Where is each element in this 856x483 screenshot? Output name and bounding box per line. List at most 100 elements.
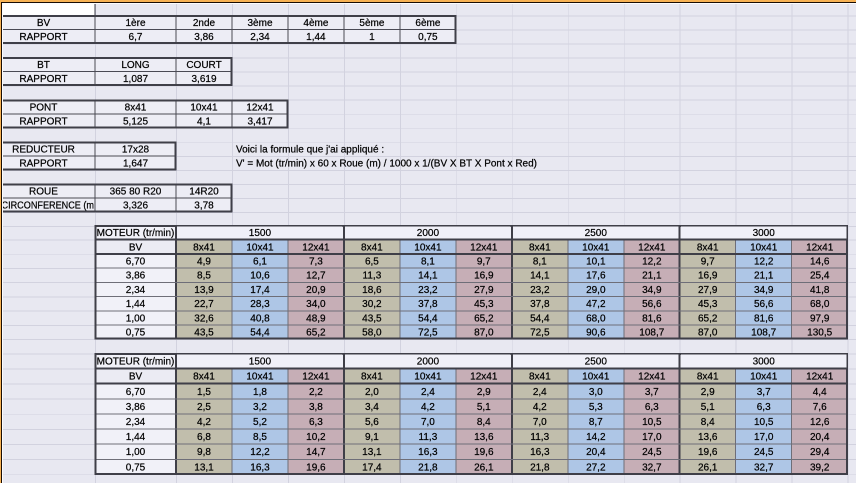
svg-text:32,7: 32,7 bbox=[754, 462, 774, 473]
svg-text:11,3: 11,3 bbox=[530, 432, 549, 443]
svg-text:17,6: 17,6 bbox=[586, 271, 606, 282]
svg-text:29,4: 29,4 bbox=[810, 447, 830, 458]
svg-text:1,44: 1,44 bbox=[306, 32, 326, 43]
svg-text:8x41: 8x41 bbox=[361, 372, 383, 383]
svg-text:1,8: 1,8 bbox=[253, 387, 267, 398]
svg-text:27,2: 27,2 bbox=[586, 462, 606, 473]
svg-text:22,7: 22,7 bbox=[194, 299, 214, 310]
svg-text:8,1: 8,1 bbox=[421, 257, 435, 268]
svg-text:5,1: 5,1 bbox=[477, 402, 491, 413]
svg-text:3000: 3000 bbox=[753, 357, 776, 368]
svg-text:2,4: 2,4 bbox=[421, 387, 435, 398]
svg-text:8x41: 8x41 bbox=[529, 372, 551, 383]
svg-text:2,34: 2,34 bbox=[126, 417, 146, 428]
svg-text:12,2: 12,2 bbox=[754, 257, 774, 268]
svg-text:65,2: 65,2 bbox=[698, 313, 718, 324]
svg-text:6,70: 6,70 bbox=[126, 387, 146, 398]
svg-text:CIRCONFERENCE (m: CIRCONFERENCE (m bbox=[2, 201, 95, 212]
svg-text:23,2: 23,2 bbox=[530, 285, 550, 296]
svg-text:6,70: 6,70 bbox=[126, 257, 146, 268]
svg-text:1,087: 1,087 bbox=[123, 74, 148, 85]
svg-text:16,3: 16,3 bbox=[418, 447, 438, 458]
svg-text:8x41: 8x41 bbox=[529, 242, 551, 253]
svg-text:3,326: 3,326 bbox=[123, 201, 148, 212]
svg-text:9,8: 9,8 bbox=[197, 447, 211, 458]
svg-text:3,2: 3,2 bbox=[253, 402, 267, 413]
svg-text:45,3: 45,3 bbox=[698, 299, 718, 310]
svg-text:8,7: 8,7 bbox=[589, 417, 603, 428]
svg-text:COURT: COURT bbox=[186, 60, 221, 71]
svg-text:3,8: 3,8 bbox=[309, 402, 323, 413]
svg-text:28,3: 28,3 bbox=[250, 299, 270, 310]
svg-text:12x41: 12x41 bbox=[302, 372, 330, 383]
svg-text:10x41: 10x41 bbox=[246, 372, 274, 383]
svg-text:12,2: 12,2 bbox=[250, 447, 270, 458]
svg-text:2,9: 2,9 bbox=[701, 387, 715, 398]
svg-text:5,6: 5,6 bbox=[365, 417, 379, 428]
svg-text:108,7: 108,7 bbox=[751, 328, 776, 339]
svg-text:17,0: 17,0 bbox=[642, 432, 662, 443]
svg-text:12x41: 12x41 bbox=[806, 242, 834, 253]
svg-text:5ème: 5ème bbox=[359, 18, 384, 29]
svg-text:7,3: 7,3 bbox=[309, 257, 323, 268]
svg-text:3,86: 3,86 bbox=[194, 32, 214, 43]
svg-text:16,3: 16,3 bbox=[250, 462, 270, 473]
svg-text:BV: BV bbox=[129, 372, 143, 383]
svg-text:MOTEUR (tr/min): MOTEUR (tr/min) bbox=[97, 228, 175, 239]
svg-text:7,0: 7,0 bbox=[533, 417, 547, 428]
svg-text:6,3: 6,3 bbox=[757, 402, 771, 413]
svg-text:29,0: 29,0 bbox=[586, 285, 606, 296]
svg-text:6,8: 6,8 bbox=[197, 432, 211, 443]
svg-text:8,4: 8,4 bbox=[701, 417, 715, 428]
svg-text:1ère: 1ère bbox=[125, 18, 145, 29]
svg-text:12x41: 12x41 bbox=[470, 242, 498, 253]
svg-text:0,75: 0,75 bbox=[126, 328, 146, 339]
svg-text:19,6: 19,6 bbox=[474, 447, 494, 458]
svg-text:43,5: 43,5 bbox=[362, 313, 382, 324]
svg-text:9,7: 9,7 bbox=[477, 257, 491, 268]
svg-text:2000: 2000 bbox=[417, 228, 440, 239]
svg-text:8x41: 8x41 bbox=[193, 242, 215, 253]
svg-text:14,1: 14,1 bbox=[418, 271, 438, 282]
svg-text:40,8: 40,8 bbox=[250, 313, 270, 324]
svg-text:12x41: 12x41 bbox=[638, 242, 666, 253]
svg-text:13,6: 13,6 bbox=[698, 432, 718, 443]
svg-text:BT: BT bbox=[37, 60, 50, 71]
svg-text:10x41: 10x41 bbox=[190, 102, 218, 113]
svg-text:8x41: 8x41 bbox=[697, 242, 719, 253]
svg-text:54,4: 54,4 bbox=[418, 313, 438, 324]
svg-text:32,7: 32,7 bbox=[642, 462, 662, 473]
svg-text:RAPPORT: RAPPORT bbox=[19, 116, 67, 127]
svg-text:3,619: 3,619 bbox=[191, 74, 216, 85]
svg-text:5,2: 5,2 bbox=[253, 417, 267, 428]
svg-text:4ème: 4ème bbox=[303, 18, 328, 29]
svg-text:5,1: 5,1 bbox=[701, 402, 715, 413]
svg-text:21,8: 21,8 bbox=[530, 462, 550, 473]
svg-text:6,7: 6,7 bbox=[129, 32, 143, 43]
svg-text:18,6: 18,6 bbox=[362, 285, 382, 296]
svg-text:1: 1 bbox=[369, 32, 375, 43]
svg-text:4,9: 4,9 bbox=[197, 257, 211, 268]
svg-text:8x41: 8x41 bbox=[193, 372, 215, 383]
svg-text:10x41: 10x41 bbox=[582, 242, 610, 253]
svg-text:27,9: 27,9 bbox=[474, 285, 494, 296]
svg-text:4,4: 4,4 bbox=[813, 387, 827, 398]
svg-text:14,7: 14,7 bbox=[306, 447, 326, 458]
svg-text:3,4: 3,4 bbox=[365, 402, 379, 413]
svg-text:5,3: 5,3 bbox=[589, 402, 603, 413]
svg-text:12x41: 12x41 bbox=[246, 102, 274, 113]
svg-text:17,4: 17,4 bbox=[362, 462, 382, 473]
svg-text:0,75: 0,75 bbox=[418, 32, 438, 43]
svg-text:12,2: 12,2 bbox=[642, 257, 662, 268]
svg-text:21,1: 21,1 bbox=[754, 271, 774, 282]
svg-text:21,1: 21,1 bbox=[642, 271, 662, 282]
svg-text:12x41: 12x41 bbox=[638, 372, 666, 383]
svg-text:17,0: 17,0 bbox=[754, 432, 774, 443]
svg-text:10,6: 10,6 bbox=[250, 271, 270, 282]
svg-text:2,34: 2,34 bbox=[126, 285, 146, 296]
svg-text:10x41: 10x41 bbox=[414, 372, 442, 383]
svg-text:3,86: 3,86 bbox=[126, 271, 146, 282]
svg-text:3ème: 3ème bbox=[247, 18, 272, 29]
svg-text:37,8: 37,8 bbox=[418, 299, 438, 310]
svg-text:11,3: 11,3 bbox=[363, 271, 382, 282]
